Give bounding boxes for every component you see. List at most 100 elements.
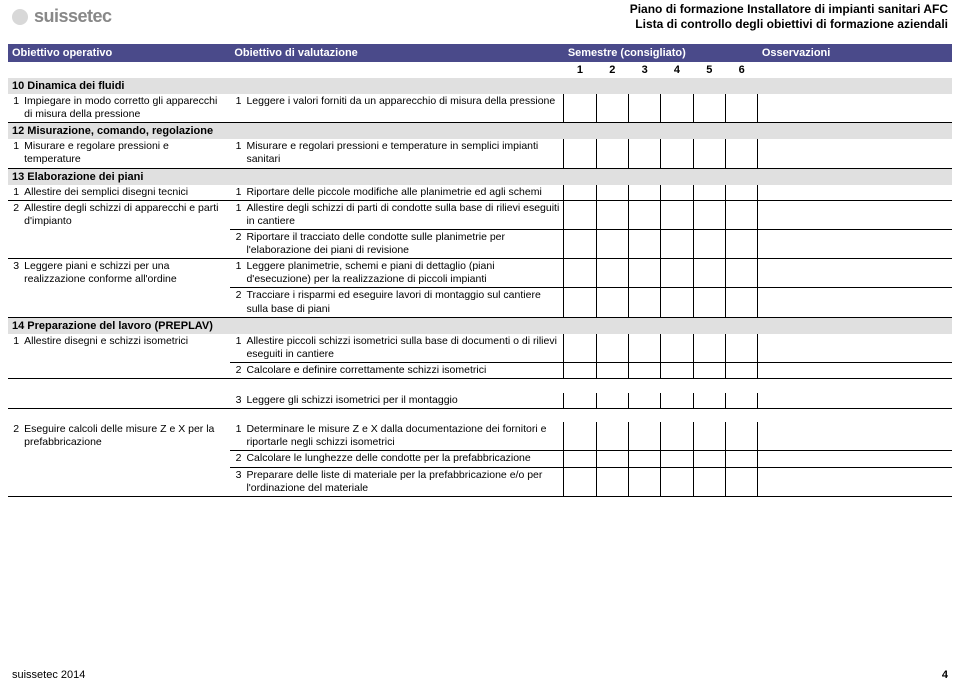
semester-cell[interactable]: [628, 185, 660, 201]
observation-cell[interactable]: [758, 259, 952, 288]
semester-cell[interactable]: [596, 259, 628, 288]
semester-cell[interactable]: [661, 229, 693, 258]
semester-cell[interactable]: [596, 451, 628, 467]
semester-cell[interactable]: [725, 393, 757, 409]
semester-cell[interactable]: [596, 422, 628, 451]
semester-cell[interactable]: [693, 229, 725, 258]
semester-cell[interactable]: [693, 200, 725, 229]
observation-cell[interactable]: [758, 139, 952, 168]
semester-cell[interactable]: [693, 334, 725, 363]
semester-cell[interactable]: [661, 362, 693, 378]
semester-cell[interactable]: [596, 200, 628, 229]
semester-cell[interactable]: [661, 288, 693, 317]
semester-cell[interactable]: [661, 94, 693, 123]
semester-cell[interactable]: [564, 200, 596, 229]
observation-cell[interactable]: [758, 451, 952, 467]
semester-cell[interactable]: [661, 139, 693, 168]
semester-cell[interactable]: [628, 288, 660, 317]
semester-cell[interactable]: [725, 259, 757, 288]
semester-cell[interactable]: [693, 451, 725, 467]
semester-cell[interactable]: [628, 259, 660, 288]
semester-cell[interactable]: [628, 393, 660, 409]
semester-cell[interactable]: [596, 362, 628, 378]
semester-cell[interactable]: [564, 467, 596, 496]
semester-cell[interactable]: [564, 393, 596, 409]
semester-cell[interactable]: [725, 139, 757, 168]
observation-cell[interactable]: [758, 288, 952, 317]
semester-cell[interactable]: [693, 422, 725, 451]
semester-cell[interactable]: [693, 185, 725, 201]
semester-cell[interactable]: [596, 288, 628, 317]
semester-cell[interactable]: [661, 451, 693, 467]
observation-cell[interactable]: [758, 334, 952, 363]
semester-cell[interactable]: [564, 259, 596, 288]
semester-cell[interactable]: [693, 94, 725, 123]
semester-cell[interactable]: [596, 334, 628, 363]
semester-cell[interactable]: [628, 334, 660, 363]
semester-cell[interactable]: [628, 451, 660, 467]
observation-cell[interactable]: [758, 185, 952, 201]
semester-cell[interactable]: [564, 288, 596, 317]
semester-cell[interactable]: [564, 229, 596, 258]
semester-cell[interactable]: [596, 139, 628, 168]
semester-cell[interactable]: [693, 288, 725, 317]
semester-cell[interactable]: [596, 229, 628, 258]
semester-cell[interactable]: [564, 362, 596, 378]
val-text: Determinare le misure Z e X dalla docume…: [244, 422, 563, 451]
semester-cell[interactable]: [725, 422, 757, 451]
semester-cell[interactable]: [661, 393, 693, 409]
observation-cell[interactable]: [758, 94, 952, 123]
semester-cell[interactable]: [725, 362, 757, 378]
semester-cell[interactable]: [661, 200, 693, 229]
semester-cell[interactable]: [564, 451, 596, 467]
semester-cell[interactable]: [661, 334, 693, 363]
observation-cell[interactable]: [758, 200, 952, 229]
col-header-operativo: Obiettivo operativo: [8, 44, 230, 62]
semester-cell[interactable]: [628, 229, 660, 258]
semester-cell[interactable]: [725, 185, 757, 201]
semester-cell[interactable]: [628, 362, 660, 378]
semester-cell[interactable]: [564, 185, 596, 201]
semester-cell[interactable]: [725, 451, 757, 467]
observation-cell[interactable]: [758, 229, 952, 258]
observation-cell[interactable]: [758, 362, 952, 378]
semester-cell[interactable]: [725, 94, 757, 123]
semester-cell[interactable]: [725, 334, 757, 363]
semester-cell[interactable]: [628, 200, 660, 229]
footer-left: suissetec 2014: [12, 669, 85, 681]
semester-cell[interactable]: [564, 94, 596, 123]
semester-cell[interactable]: [661, 185, 693, 201]
semester-cell[interactable]: [693, 467, 725, 496]
semester-cell[interactable]: [725, 200, 757, 229]
semester-cell[interactable]: [596, 467, 628, 496]
semester-cell[interactable]: [596, 185, 628, 201]
semester-cell[interactable]: [725, 467, 757, 496]
semester-cell[interactable]: [628, 94, 660, 123]
semester-cell[interactable]: [693, 259, 725, 288]
semester-cell[interactable]: [725, 229, 757, 258]
op-num: [8, 451, 22, 467]
semester-cell[interactable]: [628, 139, 660, 168]
semester-cell[interactable]: [628, 467, 660, 496]
observation-cell[interactable]: [758, 393, 952, 409]
observation-cell[interactable]: [758, 422, 952, 451]
semester-cell[interactable]: [596, 94, 628, 123]
semester-cell[interactable]: [628, 422, 660, 451]
semester-cell[interactable]: [661, 467, 693, 496]
semester-cell[interactable]: [693, 139, 725, 168]
semester-cell[interactable]: [693, 393, 725, 409]
semester-cell[interactable]: [725, 288, 757, 317]
semester-cell[interactable]: [693, 362, 725, 378]
col-header-osservazioni: Osservazioni: [758, 44, 952, 62]
semester-cell[interactable]: [596, 393, 628, 409]
val-text: Calcolare le lunghezze delle condotte pe…: [244, 451, 563, 467]
semester-cell[interactable]: [564, 334, 596, 363]
val-text: Tracciare i risparmi ed eseguire lavori …: [244, 288, 563, 317]
title-line1: Piano di formazione Installatore di impi…: [630, 2, 948, 17]
semester-cell[interactable]: [564, 422, 596, 451]
semester-cell[interactable]: [661, 422, 693, 451]
semester-cell[interactable]: [661, 259, 693, 288]
val-num: 2: [230, 288, 244, 317]
observation-cell[interactable]: [758, 467, 952, 496]
semester-cell[interactable]: [564, 139, 596, 168]
